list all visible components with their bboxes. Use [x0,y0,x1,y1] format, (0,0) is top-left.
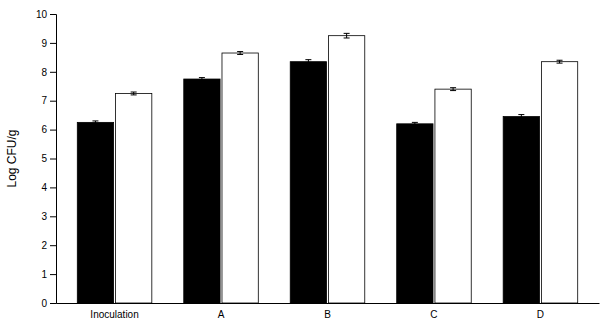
error-bar-cap [344,37,350,38]
error-bar-cap [518,118,524,119]
x-axis: Inoculation A B C D [57,304,600,321]
y-tick-mark [50,187,56,188]
error-bar-cap [450,87,456,88]
y-tick-mark [50,159,56,160]
bar [184,79,220,303]
error-bar [344,33,350,38]
series [116,33,578,303]
y-tick-label: 4 [41,182,47,193]
error-bar [92,121,98,124]
error-bar-cap [199,80,205,81]
y-tick-label: 2 [41,240,47,251]
y-tick: 2 [41,240,56,251]
x-tick: A [218,309,225,320]
y-tick-label: 1 [41,269,47,280]
y-tick: 3 [41,211,56,222]
y-tick-mark [50,216,56,217]
bar [290,62,326,303]
y-tick-mark [50,101,56,102]
y-tick-label: 8 [41,67,47,78]
y-tick: 1 [41,269,56,280]
error-bar-cap [450,90,456,91]
error-bar [237,52,243,55]
error-bar-cap [518,114,524,115]
y-axis-title: Log CFU/g [5,129,19,187]
error-bar [557,60,563,63]
bar [77,122,113,303]
y-tick-label: 10 [36,9,48,20]
x-tick-label: A [218,309,225,320]
error-bar-cap [92,123,98,124]
error-bar [131,92,137,95]
plot: 0 1 2 3 4 5 6 7 8 9 10 Inoculation A B C D Log CFU/g [5,9,600,320]
error-bar [412,122,418,125]
error-bar-cap [131,94,137,95]
bars [77,33,577,303]
error-bar-cap [305,63,311,64]
y-tick: 6 [41,124,56,135]
y-tick-label: 0 [41,298,47,309]
y-tick-label: 3 [41,211,47,222]
y-tick-label: 9 [41,38,47,49]
error-bar-line [346,33,347,38]
y-tick: 10 [36,9,56,20]
y-tick: 4 [41,182,56,193]
y-tick-mark [50,303,56,304]
y-tick: 7 [41,95,56,106]
error-bar-cap [412,122,418,123]
x-tick-label: C [430,309,437,320]
y-tick-label: 5 [41,153,47,164]
x-axis-line [57,303,600,304]
series [77,60,539,303]
y-tick-mark [50,245,56,246]
error-bar [450,88,456,91]
error-bar-line [308,60,309,64]
bar [435,89,471,303]
bar [503,117,539,303]
y-axis-line [50,15,57,304]
error-bar-cap [92,120,98,121]
y-axis: 0 1 2 3 4 5 6 7 8 9 10 [36,9,57,309]
y-tick: 0 [41,298,56,309]
error-bar-line [521,115,522,119]
x-tick-label: D [537,309,544,320]
x-tick-label: Inoculation [90,309,138,320]
error-bar-cap [131,92,137,93]
error-bar-cap [344,33,350,34]
y-tick: 8 [41,67,56,78]
y-tick-mark [50,274,56,275]
bar [397,124,433,303]
y-tick-label: 6 [41,124,47,135]
y-tick-mark [50,14,56,15]
error-bar [518,115,524,119]
bar [116,93,152,303]
y-tick-mark [50,43,56,44]
error-bar-cap [557,60,563,61]
bar [328,36,364,303]
error-bar-cap [305,59,311,60]
error-bar [305,60,311,64]
x-tick: B [324,309,331,320]
chart: 0 1 2 3 4 5 6 7 8 9 10 Inoculation A B C D Log CFU/g [0,0,613,333]
x-tick: D [537,309,544,320]
y-tick-mark [50,130,56,131]
y-tick-mark [50,72,56,73]
error-bar-cap [237,54,243,55]
error-bar-cap [237,51,243,52]
x-tick-label: B [324,309,331,320]
y-tick-label: 7 [41,95,47,106]
error-bar [199,78,205,81]
error-bar-cap [557,63,563,64]
x-tick: C [430,309,437,320]
y-tick: 9 [41,38,56,49]
error-bar-cap [412,125,418,126]
bar [222,53,258,303]
bar [541,62,577,303]
error-bar-cap [199,77,205,78]
y-tick: 5 [41,153,56,164]
x-tick: Inoculation [90,309,138,320]
